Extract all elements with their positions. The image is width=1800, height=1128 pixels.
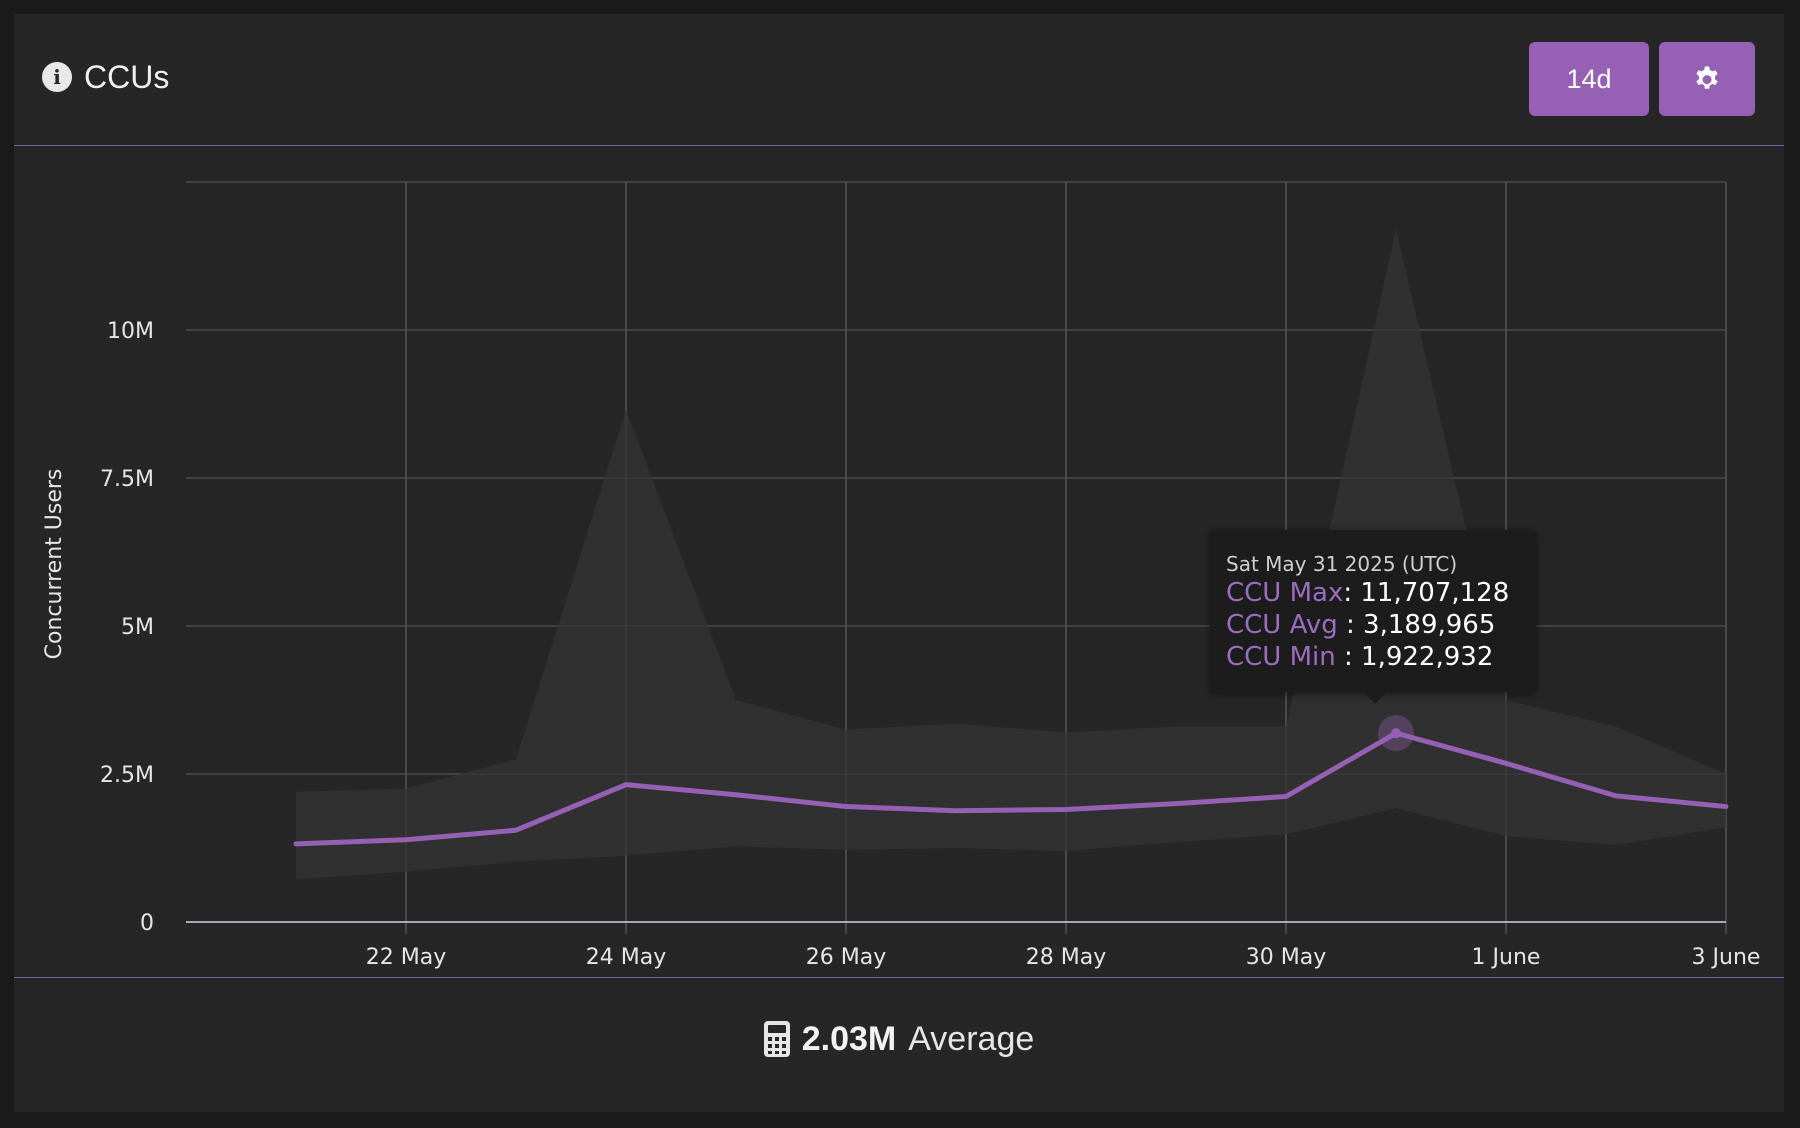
gear-icon (1696, 66, 1718, 89)
average-label: Average (908, 1019, 1035, 1058)
tooltip-date: Sat May 31 2025 (UTC) (1226, 552, 1458, 576)
x-tick-label: 30 May (1246, 945, 1326, 970)
tooltip-row-min: CCU Min : 1,922,932 (1226, 642, 1493, 672)
tooltip-max-label: CCU Max (1226, 578, 1344, 608)
x-tick-label: 3 June (1692, 945, 1761, 970)
x-tick-label: 28 May (1026, 945, 1106, 970)
hover-point[interactable] (1391, 728, 1401, 739)
tooltip-row-max: CCU Max: 11,707,128 (1226, 578, 1509, 608)
x-tick-label: 22 May (366, 945, 446, 970)
chart-tooltip: Sat May 31 2025 (UTC) CCU Max: 11,707,12… (1210, 530, 1536, 704)
average-summary: 2.03M Average (14, 1014, 1784, 1064)
y-tick-label: 7.5M (100, 467, 154, 492)
footer-divider (14, 977, 1784, 978)
avg-line (293, 730, 1729, 847)
tooltip-min-value: : 1,922,932 (1335, 642, 1494, 672)
info-icon[interactable]: i (42, 62, 72, 92)
y-tick-label: 2.5M (100, 763, 154, 788)
ccu-card: i CCUs 14d 0 2.5M 5M 7.5M 10M 22 May 24 May 26 … (14, 14, 1784, 1112)
range-button[interactable]: 14d (1529, 42, 1649, 116)
ccu-chart: 0 2.5M 5M 7.5M 10M 22 May 24 May 26 May 28 May 30… (42, 181, 1761, 970)
x-tick-label: 1 June (1472, 945, 1541, 970)
y-tick-label: 0 (140, 911, 154, 936)
settings-button[interactable] (1659, 42, 1755, 116)
card-header: i CCUs 14d (14, 14, 1784, 146)
x-tick-label: 26 May (806, 945, 886, 970)
calculator-icon (763, 1021, 790, 1057)
x-tick-label: 24 May (586, 945, 666, 970)
average-value: 2.03M (801, 1019, 897, 1058)
tooltip-avg-value: : 3,189,965 (1337, 610, 1496, 640)
tooltip-avg-label: CCU Avg (1226, 610, 1338, 640)
tooltip-min-label: CCU Min (1226, 642, 1336, 672)
tooltip-row-avg: CCU Avg : 3,189,965 (1226, 610, 1495, 640)
y-tick-label: 5M (121, 615, 154, 640)
tooltip-pointer (1363, 692, 1387, 704)
y-axis-title: Concurrent Users (42, 469, 67, 660)
tooltip-max-value: : 11,707,128 (1343, 578, 1510, 608)
y-tick-label: 10M (107, 319, 154, 344)
card-title: CCUs (84, 59, 170, 95)
min-max-band (296, 228, 1726, 880)
